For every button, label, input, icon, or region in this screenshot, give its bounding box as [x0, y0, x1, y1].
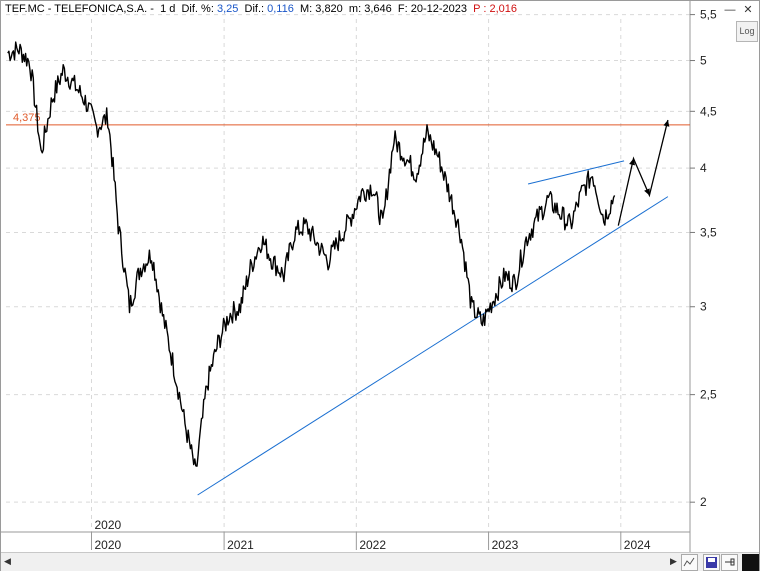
min-value: 3,646 [364, 3, 392, 15]
x-axis: 2020 2021 2022 2023 2024 2020 [1, 518, 690, 552]
max-label: M: [299, 3, 313, 15]
y-tick-label: 4 [700, 161, 707, 175]
color-swatch-icon[interactable] [742, 554, 759, 571]
trendline [197, 196, 669, 496]
y-tick-label: 3,5 [700, 225, 717, 239]
bottom-toolbar: ◀ ▶ [1, 552, 759, 571]
chart-overlays: 4,375 [6, 112, 690, 496]
timeframe-label: 1 d [160, 3, 176, 15]
price-value: 2,016 [489, 3, 517, 15]
min-label: m: [348, 3, 362, 15]
close-button[interactable]: ✕ [743, 4, 753, 16]
price-chart: 22,533,544,555,5 2020 2021 2022 2023 2024202… [1, 1, 717, 552]
y-tick-label: 2 [700, 495, 707, 509]
y-tick-label: 4,5 [700, 104, 717, 118]
x-tick-label: 2021 [227, 538, 254, 552]
chart-type-icon[interactable] [681, 554, 698, 571]
x-period-label: 2020 [95, 518, 122, 532]
date-label: F: [397, 3, 408, 15]
symbol-label: TEF.MC - TELEFONICA,S.A. - [5, 3, 154, 15]
trendline [527, 160, 625, 185]
x-tick-label: 2020 [95, 538, 122, 552]
scroll-right-button[interactable]: ▶ [670, 556, 677, 566]
x-tick-label: 2024 [624, 538, 651, 552]
scroll-left-button[interactable]: ◀ [4, 556, 11, 566]
price-series [7, 41, 616, 467]
y-axis: 2 2,5 3 3,5 4 4,5 5 5,5 [689, 1, 717, 552]
y-tick-label: 5 [700, 54, 707, 68]
price-line [7, 41, 616, 467]
y-tick-label: 3 [700, 300, 707, 314]
minimize-button[interactable]: — [724, 4, 736, 16]
chart-grid [6, 14, 690, 532]
date-value: 20-12-2023 [410, 3, 467, 15]
chart-header: TEF.MC - TELEFONICA,S.A. - 1 d Dif. %: 3… [5, 3, 517, 15]
price-label: P : [473, 3, 487, 15]
y-tick-label: 5,5 [700, 8, 717, 22]
dif-label: Dif.: [244, 3, 265, 15]
pin-icon[interactable] [721, 554, 738, 571]
log-scale-button[interactable]: Log [736, 21, 758, 42]
x-tick-label: 2023 [492, 538, 519, 552]
projection-path [617, 119, 669, 226]
projection-arrowhead [629, 158, 636, 166]
dif-pct-value: 3,25 [216, 3, 239, 15]
dif-pct-label: Dif. %: [181, 3, 214, 15]
x-tick-label: 2022 [359, 538, 386, 552]
max-value: 3,820 [315, 3, 343, 15]
y-tick-label: 2,5 [700, 388, 717, 402]
resistance-label: 4,375 [13, 112, 41, 124]
projection-arrowhead [663, 119, 670, 127]
save-icon[interactable] [703, 554, 720, 571]
projection-arrowhead [644, 188, 650, 196]
dif-value: 0,116 [267, 3, 294, 15]
